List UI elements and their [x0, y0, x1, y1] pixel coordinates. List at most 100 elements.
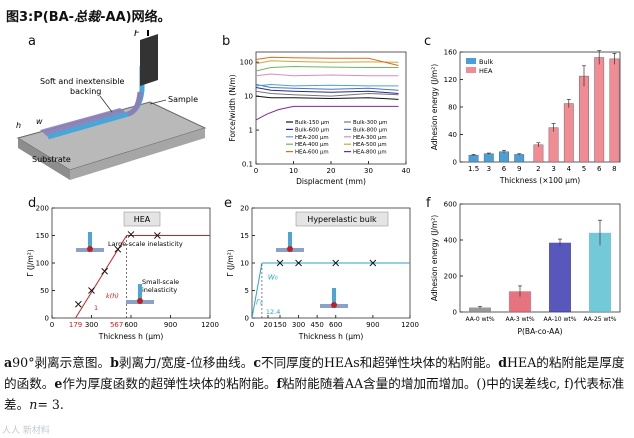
force-label: F	[134, 30, 140, 39]
x-tick-label: 0	[254, 167, 258, 175]
y-axis-label: Γ (J/m²)	[226, 249, 235, 277]
y-tick-label: 0	[45, 315, 49, 323]
bar	[579, 75, 589, 163]
y-tick-label: 150	[36, 232, 49, 240]
legend-label: HEA-600 μm	[295, 150, 329, 156]
data-point	[295, 259, 302, 267]
series-line	[255, 84, 399, 91]
y-tick-label: 160	[444, 49, 457, 57]
x-tick-label: 300	[85, 321, 98, 329]
x-tick-label: 20	[264, 321, 273, 329]
adhesion-vs-thickness-chart: 0 40 80 120 160 1.5 3 6 9 2 3 4 5 6 8 Thickness (×100 μ…	[430, 49, 621, 185]
hea-adhesion-chart: 0 300 600 900 1200 0 50 100 150 200 179 567 HEA Large…	[26, 205, 219, 342]
x-tick-label: 5	[582, 165, 586, 173]
figure-caption: a90°剥离示意图。b剥离力/宽度-位移曲线。c不同厚度的HEAs和超弹性块体的…	[4, 355, 625, 412]
data-point	[88, 287, 95, 294]
large-label: Large-scale inelasticity	[108, 240, 183, 248]
aa-content-chart: 0 200 400 600 AA-0 wt% AA-3 wt% AA-10 wt% AA-25…	[430, 201, 621, 336]
x-axis-label: Displacment (mm)	[296, 177, 366, 186]
legend-label: HEA-200 μm	[295, 135, 329, 141]
y-tick-label: 15	[240, 232, 249, 240]
y-tick-label: 400	[444, 237, 457, 245]
x-axis-label: Thickness h (μm)	[298, 332, 364, 341]
x-axis-label: P(BA-co-AA)	[517, 327, 562, 336]
bar	[589, 232, 611, 312]
red-tick-label: 179	[69, 321, 82, 329]
x-axis-label: Thickness h (μm)	[98, 332, 164, 341]
x-tick-label: 3	[487, 165, 491, 173]
legend-label: HEA	[479, 67, 493, 75]
x-tick-label: 150	[273, 321, 286, 329]
legend-label: Bulk-300 μm	[353, 120, 387, 126]
y-tick-label: 200	[36, 205, 49, 213]
data-point	[75, 300, 82, 308]
bulk-adhesion-chart: 0 20 150 300 450 600 900 120005101520Hyperelast…	[226, 205, 419, 342]
bar	[499, 151, 509, 163]
x-tick-label: 600	[329, 321, 342, 329]
panel-c-letter: c	[424, 34, 432, 49]
series-line	[255, 95, 399, 100]
watermark: 人人 新材料	[2, 426, 50, 436]
force-displacement-chart: 0 10 20 30 40 0.1 1 10 100 Displacment (mm) Force/…	[228, 51, 410, 186]
y-tick-label: 1	[249, 127, 253, 135]
x-tick-label: 600	[124, 321, 137, 329]
data-point	[114, 245, 122, 253]
x-tick-label: 0	[250, 321, 254, 329]
y-tick-label: 0	[453, 159, 457, 167]
bar	[549, 242, 571, 312]
bar	[563, 103, 574, 163]
y-tick-label: 5	[245, 287, 249, 295]
bar	[483, 153, 494, 163]
data-point	[332, 259, 340, 267]
y-tick-label: 10	[240, 260, 249, 268]
legend-swatch	[466, 58, 476, 64]
y-tick-label: 10	[244, 93, 253, 101]
y-axis-label: Γ (J/m²)	[26, 249, 35, 277]
x-tick-label: 4	[567, 165, 572, 173]
inset-sample	[88, 232, 92, 250]
series-line	[255, 87, 399, 94]
y-axis-label: Force/width (N/m)	[228, 74, 237, 141]
bar	[548, 127, 559, 163]
x-tick-label: 30	[364, 167, 373, 175]
y-axis-label: Adhesion energy (J/m²)	[430, 215, 439, 301]
inset-zone	[87, 246, 93, 252]
legend-label: Bulk-150 μm	[295, 120, 329, 126]
bar	[509, 291, 531, 312]
panel-e-letter: e	[224, 196, 232, 211]
y-tick-label: 200	[444, 273, 457, 281]
bar	[609, 58, 620, 163]
data-point	[276, 259, 284, 267]
data-point	[127, 231, 135, 238]
x-tick-label: 6	[502, 165, 507, 173]
x-tick-label: 900	[164, 321, 177, 329]
x-tick-label: AA-10 wt%	[544, 316, 577, 323]
x-tick-label: AA-3 wt%	[505, 316, 534, 323]
panel-d-letter: d	[28, 196, 37, 211]
figure-title: 图3:P(BA-总裁-AA)网络。	[6, 10, 171, 25]
legend-swatch	[466, 67, 476, 73]
plot-frame	[459, 203, 621, 313]
x-tick-label: 1.5	[468, 165, 479, 173]
trend-line	[251, 262, 263, 319]
legend-label: Bulk	[479, 58, 493, 66]
legend-label: Bulk-800 μm	[353, 127, 387, 133]
series-line	[255, 60, 399, 65]
label-box	[295, 211, 389, 227]
legend-label: HEA-800 μm	[353, 150, 387, 156]
x-tick-label: 0	[50, 321, 54, 329]
backing-label-2: backing	[70, 87, 101, 96]
panel-f-letter: f	[426, 196, 431, 211]
series-line	[255, 105, 399, 121]
data-point	[101, 267, 108, 275]
box-label: HEA	[134, 215, 151, 224]
inset-sample	[138, 284, 142, 302]
data-point	[154, 232, 161, 239]
panel-a-schematic: F Soft and inextensible backing Sample S…	[16, 30, 207, 180]
red-tick-label: 567	[110, 321, 123, 329]
sample-label: Sample	[168, 95, 198, 104]
x-tick-label: 3	[551, 165, 555, 173]
series-line	[255, 83, 399, 87]
series-line	[255, 90, 399, 97]
y-tick-label: 120	[444, 76, 457, 84]
